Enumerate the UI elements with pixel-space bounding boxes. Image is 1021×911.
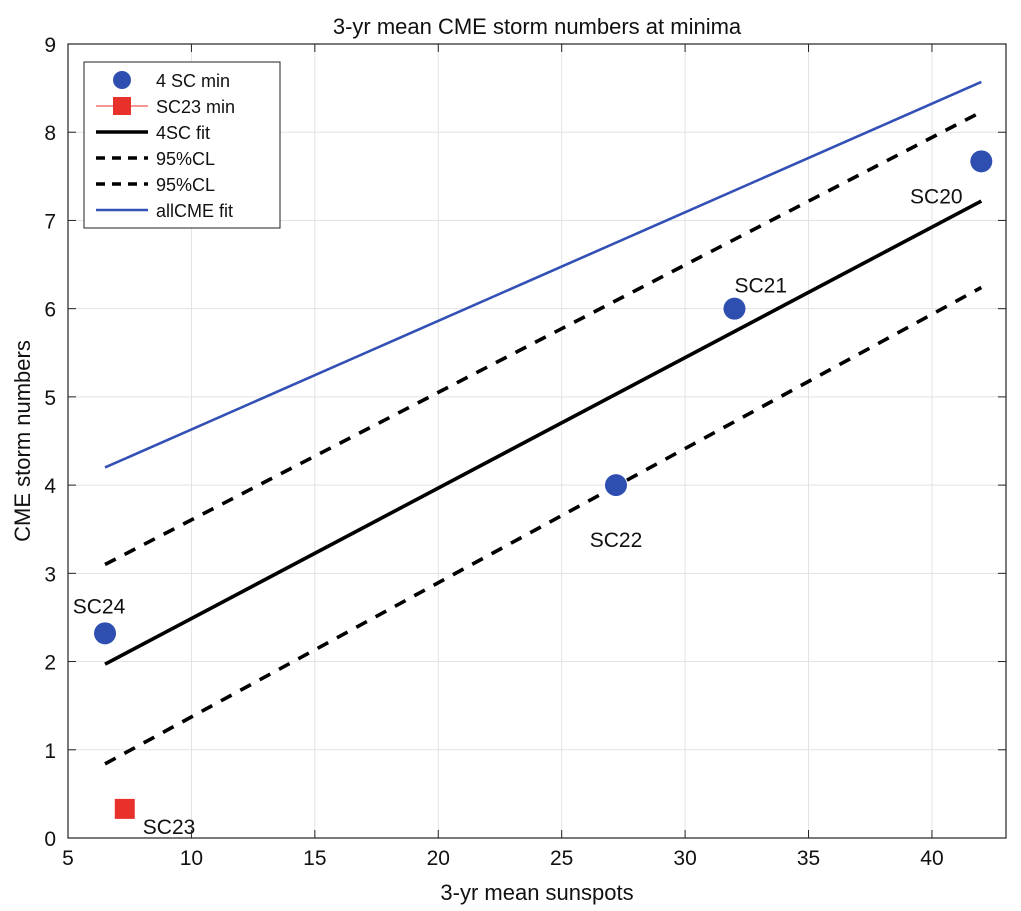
legend-entry-label: 4SC fit [156, 123, 210, 143]
point-label-sc21: SC21 [734, 275, 787, 298]
legend-entry-label: 95%CL [156, 149, 215, 169]
plot-frame [67, 43, 1007, 839]
x-tick-label: 35 [797, 847, 820, 870]
x-axis-label: 3-yr mean sunspots [440, 880, 633, 905]
y-tick-label: 4 [44, 475, 56, 498]
series-line-95-cl [104, 110, 983, 567]
data-point-sc24 [94, 622, 117, 645]
y-tick-label: 2 [44, 652, 56, 675]
data-point-sc22 [604, 474, 627, 497]
legend-entry-label: SC23 min [156, 97, 235, 117]
legend-entry-label: 95%CL [156, 175, 215, 195]
legend: 4 SC min SC23 min 4SC fit 95%CL 95%CL allCME … [83, 61, 281, 229]
point-label-sc22: SC22 [590, 529, 643, 552]
x-tick-label: 5 [62, 847, 74, 870]
legend-entry-label: allCME fit [156, 201, 233, 221]
x-tick-label: 25 [550, 847, 573, 870]
y-tick-label: 9 [44, 34, 56, 57]
series-line-4sc-fit [104, 199, 983, 666]
point-label-sc24: SC24 [73, 595, 126, 618]
series-line-95-cl [104, 285, 983, 766]
y-tick-label: 8 [44, 122, 56, 145]
point-label-sc23: SC23 [143, 816, 196, 839]
y-tick-label: 3 [44, 563, 56, 586]
legend-marker [113, 97, 131, 115]
x-tick-label: 15 [303, 847, 326, 870]
x-tick-label: 30 [673, 847, 696, 870]
legend-entry-label: 4 SC min [156, 71, 230, 91]
x-tick-label: 10 [180, 847, 203, 870]
legend-marker [113, 71, 131, 89]
y-tick-label: 0 [44, 828, 56, 851]
y-axis-label: CME storm numbers [10, 340, 35, 542]
y-tick-label: 6 [44, 299, 56, 322]
series-layer [94, 80, 993, 819]
point-label-sc20: SC20 [910, 185, 963, 208]
y-tick-label: 7 [44, 210, 56, 233]
y-tick-label: 5 [44, 387, 56, 410]
chart-title: 3-yr mean CME storm numbers at minima [333, 14, 742, 39]
annotations: SC24 SC22 SC21 SC20 SC23 [73, 185, 963, 839]
x-tick-label: 40 [920, 847, 943, 870]
data-point-sc21 [723, 297, 746, 320]
ticks: 5 10 15 20 25 30 35 40 0 1 2 3 4 5 6 7 8 9 [44, 34, 1006, 870]
legend-box [83, 61, 281, 229]
data-point-sc20 [970, 150, 993, 173]
series-line-allcme-fit [104, 80, 982, 469]
data-point-sc23 [114, 798, 135, 819]
x-tick-label: 20 [427, 847, 450, 870]
y-tick-label: 1 [44, 740, 56, 763]
